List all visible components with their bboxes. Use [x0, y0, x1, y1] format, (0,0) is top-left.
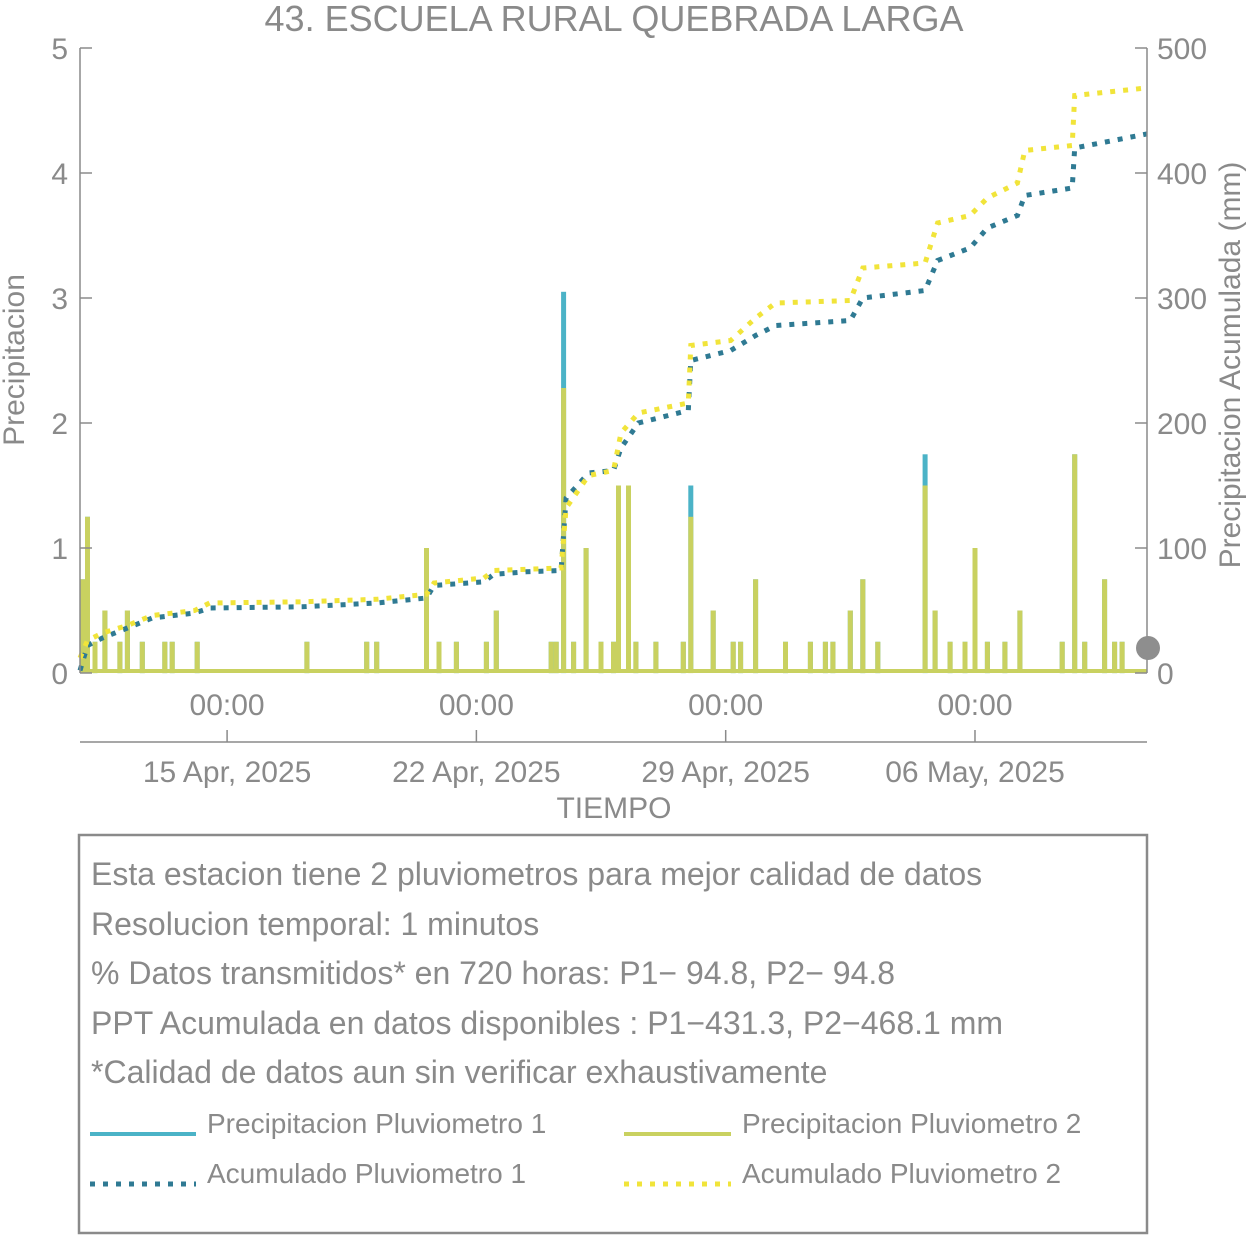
bar-pluviometro-2: [364, 641, 370, 674]
end-marker: [1136, 636, 1160, 660]
y-tick-label-left: 0: [51, 658, 68, 691]
bar-pluviometro-2: [85, 516, 90, 674]
y-ticks-right: 0 100 200 300 400 500: [1135, 33, 1207, 691]
x-tick-time-label: 00:00: [190, 689, 265, 722]
bar-pluviometro-2: [424, 548, 429, 673]
y-tick-label-left: 5: [51, 33, 68, 66]
y-axis-label-left: Precipitacion: [0, 274, 31, 446]
bar-pluviometro-2: [783, 641, 788, 674]
bar-pluviometro-2: [860, 579, 866, 674]
bar-pluviometro-2: [807, 641, 813, 674]
bar-pluviometro-2: [1017, 610, 1023, 673]
y-tick-label-left: 4: [51, 158, 68, 191]
y-tick-label-right: 300: [1157, 283, 1207, 316]
bar-pluviometro-2: [922, 485, 928, 673]
bars-pluviometro-2: [80, 388, 1147, 674]
legend: Precipitacion Pluviometro 1 Precipitacio…: [90, 1108, 1081, 1189]
bar-pluviometro-2: [730, 641, 736, 674]
bar-pluviometro-2: [972, 548, 978, 673]
legend-label-precipitacion-1: Precipitacion Pluviometro 1: [207, 1108, 546, 1139]
x-tick-time-label: 00:00: [688, 689, 763, 722]
bar-pluviometro-2: [830, 641, 836, 674]
bar-pluviometro-2: [583, 548, 589, 673]
bar-pluviometro-2: [374, 641, 380, 674]
bar-pluviometro-2: [571, 641, 577, 674]
y-tick-label-right: 500: [1157, 33, 1207, 66]
bar-pluviometro-2: [598, 641, 604, 674]
bar-pluviometro-2: [962, 641, 968, 674]
bar-pluviometro-2: [436, 641, 442, 674]
y-tick-label-left: 1: [51, 533, 68, 566]
bar-pluviometro-2: [753, 579, 759, 674]
bar-pluviometro-2: [92, 641, 98, 674]
bar-pluviometro-2: [1112, 641, 1118, 674]
info-line-3: % Datos transmitidos* en 720 horas: P1− …: [91, 955, 895, 991]
bar-pluviometro-2: [616, 485, 621, 673]
bar-pluviometro-2: [947, 641, 953, 674]
y-tick-label-right: 200: [1157, 408, 1207, 441]
x-tick-date-label: 06 May, 2025: [885, 756, 1065, 789]
chart-title: 43. ESCUELA RURAL QUEBRADA LARGA: [265, 0, 964, 39]
info-line-1: Esta estacion tiene 2 pluviometros para …: [91, 856, 982, 892]
bar-pluviometro-2: [548, 641, 554, 674]
bar-pluviometro-2: [1082, 641, 1088, 674]
legend-label-precipitacion-2: Precipitacion Pluviometro 2: [742, 1108, 1081, 1139]
y-ticks-left: 0 1 2 3 4 5: [51, 33, 92, 691]
bar-pluviometro-2: [102, 610, 108, 673]
bar-pluviometro-2: [633, 641, 639, 674]
legend-label-acumulado-2: Acumulado Pluviometro 2: [742, 1158, 1061, 1189]
bar-pluviometro-2: [1059, 641, 1065, 674]
bar-pluviometro-2: [847, 610, 853, 673]
info-box: [77, 833, 1149, 1235]
bar-pluviometro-2: [553, 641, 559, 674]
line-acumulado-pluviometro-1: [77, 131, 1148, 672]
y-axis-label-right: Precipitacion Acumulada (mm): [1214, 162, 1247, 569]
bar-pluviometro-2: [680, 641, 686, 674]
bar-pluviometro-2: [875, 641, 881, 674]
y-tick-label-right: 400: [1157, 158, 1207, 191]
bar-pluviometro-2: [117, 641, 123, 674]
info-line-2: Resolucion temporal: 1 minutos: [91, 906, 539, 942]
bar-pluviometro-2: [611, 641, 616, 674]
bar-pluviometro-2: [169, 641, 175, 674]
bar-pluviometro-2: [162, 641, 168, 674]
x-tick-date-label: 15 Apr, 2025: [143, 756, 312, 789]
x-axis-label: TIEMPO: [556, 792, 671, 825]
legend-label-acumulado-1: Acumulado Pluviometro 1: [207, 1158, 526, 1189]
bar-pluviometro-2: [626, 485, 631, 673]
bar-pluviometro-2: [653, 641, 659, 674]
bar-pluviometro-2: [688, 516, 694, 674]
line-acumulado-pluviometro-2: [77, 85, 1148, 659]
x-ticks: 00:00 15 Apr, 2025 00:00 22 Apr, 2025 00:00 2…: [143, 689, 1065, 789]
bar-pluviometro-2: [80, 579, 85, 674]
bars-pluviometro-1: [80, 291, 1125, 674]
bar-pluviometro-2: [194, 641, 200, 674]
bar-pluviometro-2: [1119, 641, 1125, 674]
bar-pluviometro-2: [932, 610, 938, 673]
bar-pluviometro-2: [483, 641, 489, 674]
bar-pluviometro-2: [304, 641, 310, 674]
info-line-4: PPT Acumulada en datos disponibles : P1−…: [91, 1005, 1003, 1041]
bar-pluviometro-2: [1072, 454, 1078, 674]
x-tick-date-label: 22 Apr, 2025: [392, 756, 561, 789]
bar-pluviometro-2: [124, 610, 130, 673]
x-tick-date-label: 29 Apr, 2025: [641, 756, 810, 789]
x-tick-time-label: 00:00: [937, 689, 1012, 722]
bar-pluviometro-2: [1002, 641, 1008, 674]
bar-pluviometro-2: [1102, 579, 1108, 674]
bar-pluviometro-2: [453, 641, 459, 674]
bar-pluviometro-2: [710, 610, 716, 673]
bar-pluviometro-2: [984, 641, 990, 674]
x-tick-time-label: 00:00: [439, 689, 514, 722]
bar-pluviometro-2: [738, 641, 744, 674]
y-tick-label-right: 100: [1157, 533, 1207, 566]
bar-pluviometro-2: [822, 641, 828, 674]
info-line-5: *Calidad de datos aun sin verificar exha…: [91, 1054, 827, 1090]
bar-pluviometro-2: [139, 641, 145, 674]
y-tick-label-right: 0: [1157, 658, 1174, 691]
bar-pluviometro-2: [493, 610, 499, 673]
y-tick-label-left: 2: [51, 408, 68, 441]
y-tick-label-left: 3: [51, 283, 68, 316]
